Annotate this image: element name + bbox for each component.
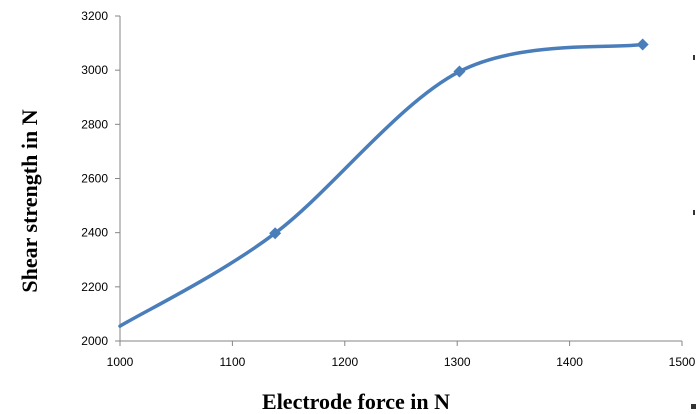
x-tick-label: 1500 [669,355,696,369]
y-tick-label: 2800 [81,117,108,131]
edge-artifact [693,210,695,215]
x-tick-label: 1200 [331,355,358,369]
y-tick-label: 2000 [81,334,108,348]
x-tick-label: 1300 [444,355,471,369]
y-tick-label: 2600 [81,172,108,186]
x-axis-title: Electrode force in N [262,389,450,414]
y-tick-label: 3200 [81,9,108,23]
y-tick-label: 2400 [81,226,108,240]
data-point-marker [269,227,282,240]
y-axis-title: Shear strength in N [17,109,42,292]
x-tick-label: 1000 [107,355,134,369]
y-axis-ticks: 2000 2200 2400 2600 2800 3000 3200 [81,9,120,348]
edge-artifact [693,55,695,60]
x-tick-label: 1100 [219,355,245,369]
series-line [118,42,645,328]
axes [119,16,682,342]
data-point-marker [453,65,466,78]
y-tick-label: 3000 [81,63,108,77]
data-point-marker [636,38,649,51]
data-markers [269,38,649,240]
x-axis-ticks: 1000 1100 1200 1300 1400 1500 [107,341,696,369]
x-tick-label: 1400 [556,355,583,369]
y-tick-label: 2200 [81,280,108,294]
edge-artifact [691,404,696,409]
